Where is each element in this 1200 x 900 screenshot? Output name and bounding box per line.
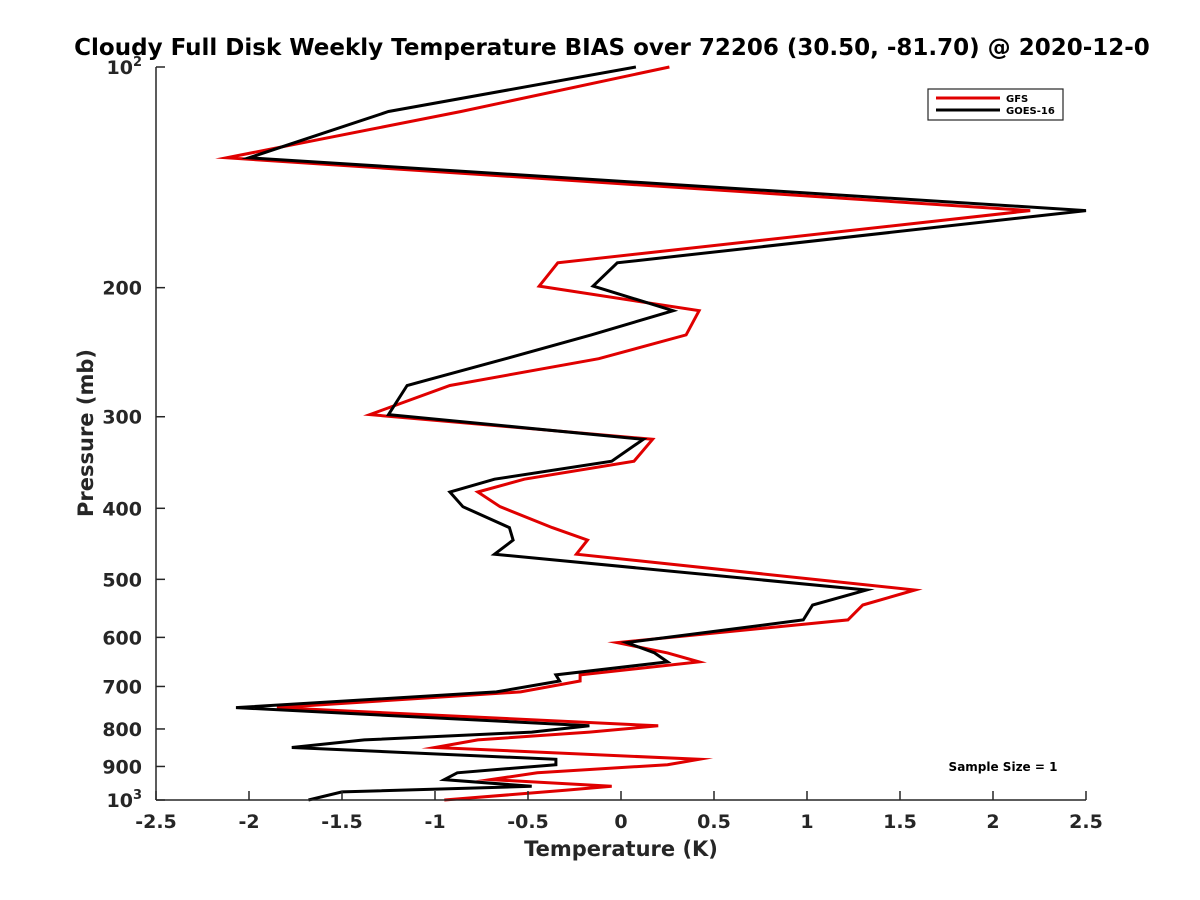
y-tick-label: 200 [102, 278, 142, 300]
chart-title: Cloudy Full Disk Weekly Temperature BIAS… [74, 35, 1150, 61]
sample-size-annotation: Sample Size = 1 [949, 760, 1058, 774]
x-tick-label: -2.5 [135, 811, 177, 833]
legend-label: GFS [1006, 94, 1028, 105]
x-tick-label: -2 [238, 811, 259, 833]
y-tick-label: 800 [102, 719, 142, 741]
x-tick-label: -1.5 [321, 811, 363, 833]
legend-label: GOES-16 [1006, 106, 1055, 117]
plot-area: -2.5 -2 -1.5 -1 -0.5 0 0.5 1 1.5 2 2.5 102 200 300 40… [102, 55, 1103, 833]
x-tick-label: 0 [614, 811, 627, 833]
y-tick-label: 400 [102, 498, 142, 520]
x-tick-label: -1 [424, 811, 445, 833]
y-axis-ticks: 102 200 300 400 500 600 700 800 900 103 [102, 55, 165, 812]
x-tick-label: -0.5 [507, 811, 549, 833]
series-layer [215, 65, 1087, 802]
y-tick-label: 500 [102, 569, 142, 591]
y-tick-label: 102 [107, 55, 143, 79]
x-axis-label: Temperature (K) [524, 837, 718, 861]
legend-box [927, 88, 1064, 121]
series-line-goes-16 [235, 65, 1087, 802]
x-tick-label: 1 [800, 811, 813, 833]
x-tick-label: 0.5 [697, 811, 731, 833]
x-tick-label: 2 [986, 811, 999, 833]
y-axis-label: Pressure (mb) [74, 349, 98, 517]
y-tick-label: 600 [102, 627, 142, 649]
y-tick-label: 103 [107, 788, 143, 812]
plot-background [156, 67, 1086, 800]
y-tick-label: 300 [102, 407, 142, 429]
x-tick-label: 1.5 [883, 811, 917, 833]
y-tick-label: 700 [102, 676, 142, 698]
y-tick-label: 900 [102, 756, 142, 778]
x-tick-label: 2.5 [1069, 811, 1103, 833]
series-line-gfs [215, 65, 1031, 802]
x-axis-ticks: -2.5 -2 -1.5 -1 -0.5 0 0.5 1 1.5 2 2.5 [135, 791, 1103, 833]
